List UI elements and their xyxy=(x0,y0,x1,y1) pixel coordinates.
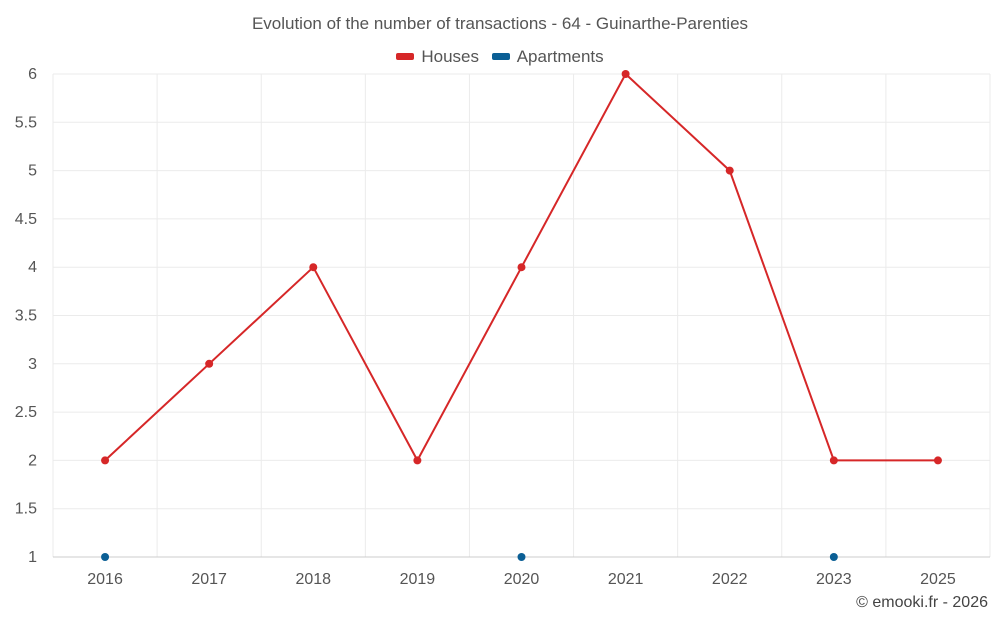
x-tick-label: 2019 xyxy=(400,571,436,588)
data-point-houses xyxy=(829,456,838,465)
x-tick-label: 2017 xyxy=(191,571,227,588)
credit-text: © emooki.fr - 2026 xyxy=(856,594,988,611)
data-point-houses xyxy=(517,263,526,272)
data-point-houses xyxy=(205,359,214,368)
data-point-apartments xyxy=(829,553,838,561)
legend-item-houses[interactable]: Houses xyxy=(396,47,479,67)
y-tick-label: 4.5 xyxy=(15,211,37,228)
x-tick-label: 2021 xyxy=(608,571,644,588)
data-point-houses xyxy=(933,456,942,465)
x-tick-label: 2018 xyxy=(295,571,331,588)
data-point-houses xyxy=(101,456,110,465)
y-tick-label: 2.5 xyxy=(15,404,37,421)
data-point-houses xyxy=(413,456,422,465)
legend-swatch-apartments xyxy=(491,53,510,60)
legend-label-houses: Houses xyxy=(421,46,479,66)
y-tick-label: 1.5 xyxy=(15,501,37,518)
y-tick-label: 5.5 xyxy=(15,114,37,131)
y-tick-label: 1 xyxy=(28,549,37,566)
y-tick-label: 6 xyxy=(28,66,37,83)
data-point-apartments xyxy=(101,553,110,561)
x-tick-label: 2020 xyxy=(504,571,540,588)
data-point-houses xyxy=(621,70,630,78)
x-tick-label: 2016 xyxy=(87,571,123,588)
x-tick-label: 2025 xyxy=(920,571,956,588)
y-tick-label: 4 xyxy=(28,259,37,276)
y-tick-label: 5 xyxy=(28,163,37,180)
legend-swatch-houses xyxy=(396,53,415,60)
data-point-houses xyxy=(725,166,734,175)
chart-title: Evolution of the number of transactions … xyxy=(251,14,749,33)
y-tick-label: 3.5 xyxy=(15,308,37,325)
x-tick-label: 2023 xyxy=(816,571,852,588)
y-tick-label: 2 xyxy=(28,452,37,469)
data-point-houses xyxy=(309,263,318,272)
legend-item-apartments[interactable]: Apartments xyxy=(491,46,604,67)
y-tick-label: 3 xyxy=(28,356,37,373)
legend: Houses Apartments xyxy=(0,45,1000,67)
legend-label-apartments: Apartments xyxy=(516,46,604,66)
data-point-apartments xyxy=(517,553,526,561)
x-tick-label: 2022 xyxy=(712,571,748,588)
